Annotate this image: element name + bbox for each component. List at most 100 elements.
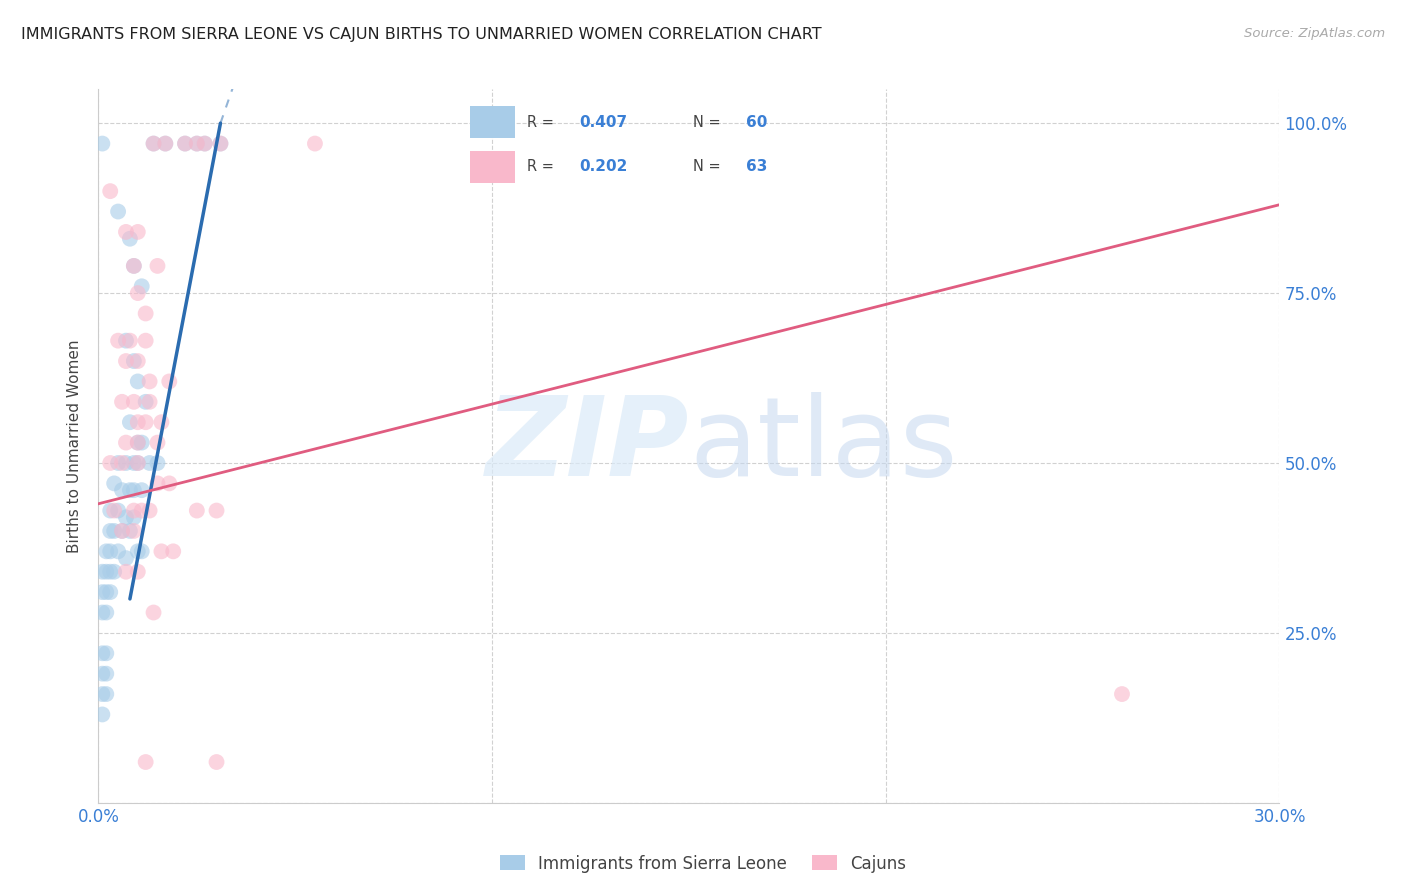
Point: [138, 503, 160, 517]
Point: [127, 354, 149, 368]
Point: [107, 456, 129, 470]
Point: [115, 225, 138, 239]
Point: [127, 435, 149, 450]
Point: [174, 136, 197, 151]
Point: [122, 524, 145, 538]
Point: [91, 646, 114, 660]
Point: [98, 456, 121, 470]
Point: [205, 755, 228, 769]
Point: [96, 544, 118, 558]
Point: [107, 334, 129, 348]
Point: [91, 606, 114, 620]
Point: [115, 435, 138, 450]
Point: [103, 565, 125, 579]
Point: [135, 394, 157, 409]
Point: [142, 136, 165, 151]
Point: [91, 707, 114, 722]
Point: [122, 259, 145, 273]
Point: [122, 503, 145, 517]
Point: [118, 334, 141, 348]
Point: [135, 306, 157, 320]
Point: [142, 606, 165, 620]
Point: [96, 646, 118, 660]
Point: [98, 565, 121, 579]
Point: [91, 687, 114, 701]
Point: [115, 551, 138, 566]
Point: [96, 606, 118, 620]
Text: ZIP: ZIP: [485, 392, 689, 500]
Point: [194, 136, 217, 151]
Point: [98, 524, 121, 538]
Point: [146, 435, 169, 450]
Point: [186, 136, 208, 151]
Point: [155, 136, 177, 151]
Point: [96, 687, 118, 701]
Point: [122, 354, 145, 368]
Point: [96, 585, 118, 599]
Point: [127, 375, 149, 389]
Point: [91, 136, 114, 151]
Point: [150, 544, 173, 558]
Point: [135, 415, 157, 429]
Text: Source: ZipAtlas.com: Source: ZipAtlas.com: [1244, 27, 1385, 40]
Point: [98, 503, 121, 517]
Point: [96, 666, 118, 681]
Point: [98, 544, 121, 558]
Point: [138, 375, 160, 389]
Point: [111, 456, 134, 470]
Point: [155, 136, 177, 151]
Point: [98, 184, 121, 198]
Point: [115, 565, 138, 579]
Y-axis label: Births to Unmarried Women: Births to Unmarried Women: [67, 339, 83, 553]
Point: [209, 136, 232, 151]
Point: [174, 136, 197, 151]
Point: [115, 456, 138, 470]
Point: [111, 524, 134, 538]
Point: [304, 136, 326, 151]
Point: [122, 456, 145, 470]
Point: [131, 544, 153, 558]
Point: [186, 136, 208, 151]
Point: [205, 503, 228, 517]
Point: [135, 334, 157, 348]
Point: [115, 354, 138, 368]
Point: [1111, 687, 1133, 701]
Point: [135, 755, 157, 769]
Point: [118, 524, 141, 538]
Point: [194, 136, 217, 151]
Point: [98, 585, 121, 599]
Point: [127, 565, 149, 579]
Point: [127, 456, 149, 470]
Point: [157, 375, 180, 389]
Point: [96, 565, 118, 579]
Point: [103, 503, 125, 517]
Point: [111, 483, 134, 498]
Point: [127, 225, 149, 239]
Point: [103, 524, 125, 538]
Point: [111, 394, 134, 409]
Point: [122, 483, 145, 498]
Point: [91, 585, 114, 599]
Point: [162, 544, 184, 558]
Point: [127, 456, 149, 470]
Point: [127, 286, 149, 301]
Text: atlas: atlas: [689, 392, 957, 500]
Point: [127, 435, 149, 450]
Point: [138, 394, 160, 409]
Point: [103, 476, 125, 491]
Point: [118, 415, 141, 429]
Point: [107, 544, 129, 558]
Point: [118, 483, 141, 498]
Point: [107, 204, 129, 219]
Point: [115, 510, 138, 524]
Point: [118, 232, 141, 246]
Point: [122, 510, 145, 524]
Point: [186, 503, 208, 517]
Point: [91, 565, 114, 579]
Point: [150, 415, 173, 429]
Point: [146, 259, 169, 273]
Point: [127, 544, 149, 558]
Point: [146, 456, 169, 470]
Point: [91, 666, 114, 681]
Legend: Immigrants from Sierra Leone, Cajuns: Immigrants from Sierra Leone, Cajuns: [494, 848, 912, 880]
